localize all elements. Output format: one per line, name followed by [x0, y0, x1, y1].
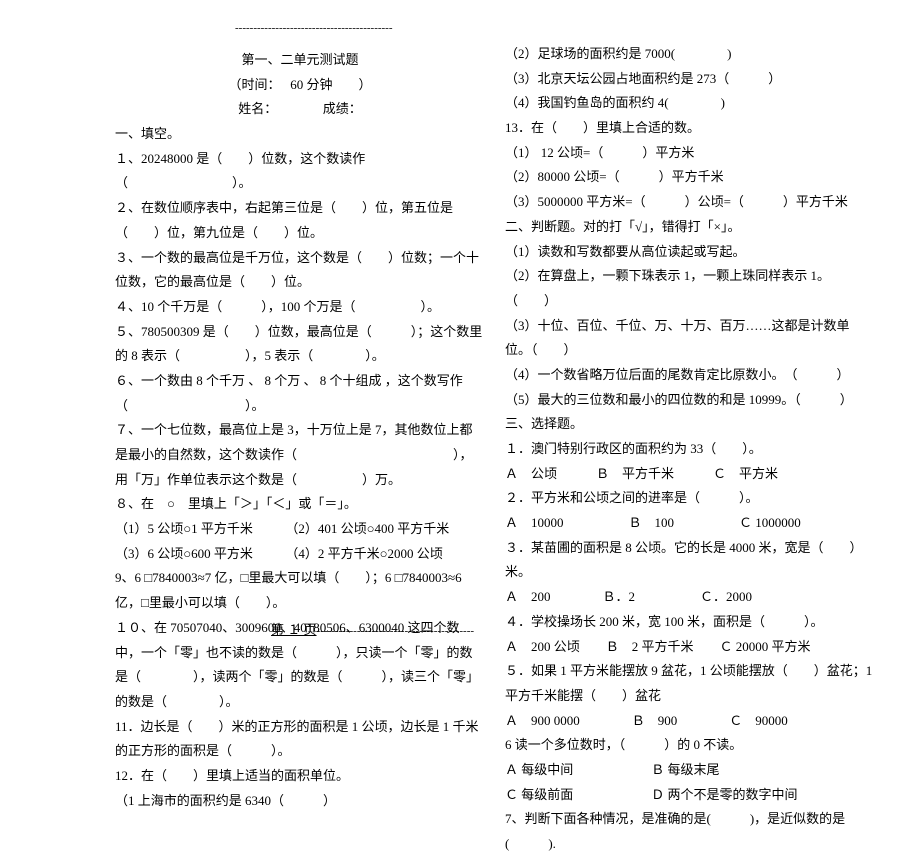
right-line: Ａ 每级中间 Ｂ 每级末尾	[505, 758, 875, 783]
left-line: （1）5 公顷○1 平方千米 （2）401 公顷○400 平方千米	[115, 517, 485, 542]
doc-title: 第一、二单元测试题	[115, 48, 485, 73]
top-dashline: ----------------------------------------…	[235, 18, 393, 39]
right-line: ３．某苗圃的面积是 8 公顷。它的长是 4000 米，宽是（ ）米。	[505, 536, 875, 585]
name-row: 姓名： 成绩：	[115, 97, 485, 122]
footer: 第 １ 页-----------------------------------…	[115, 618, 875, 643]
right-line: （1） 12 公顷=（ ）平方米	[505, 141, 875, 166]
left-line: ３、一个数的最高位是千万位，这个数是（ ）位数；一个十位数，它的最高位是（ ）位…	[115, 246, 485, 295]
right-line: （2）80000 公顷=（ ）平方千米	[505, 165, 875, 190]
right-line: （4）一个数省略万位后面的尾数肯定比原数小。 （ ）	[505, 363, 875, 388]
right-line: （1）读数和写数都要从高位读起或写起。	[505, 240, 875, 265]
left-line: ７、一个七位数，最高位上是 3，十万位上是 7，其他数位上都是最小的自然数，这个…	[115, 418, 485, 492]
right-line: Ａ 900 0000 Ｂ 900 Ｃ 90000	[505, 709, 875, 734]
columns: 第一、二单元测试题 （时间： 60 分钟 ） 姓名： 成绩： 一、填空。１、20…	[115, 42, 875, 857]
left-line: （1 上海市的面积约是 6340（ ）	[115, 789, 485, 814]
right-line: （2）足球场的面积约是 7000( )	[505, 42, 875, 67]
left-line: （3）6 公顷○600 平方米 （4）2 平方千米○2000 公顷	[115, 542, 485, 567]
right-column: （2）足球场的面积约是 7000( )（3）北京天坛公园占地面积约是 273（ …	[505, 42, 875, 857]
right-line: （2）在算盘上，一颗下珠表示 1，一颗上珠同样表示 1。 （ ）	[505, 264, 875, 313]
left-line: ８、在 ○ 里填上「＞」「＜」或「＝」。	[115, 492, 485, 517]
right-line: Ａ 公顷 Ｂ 平方千米 Ｃ 平方米	[505, 462, 875, 487]
footer-dashline: ----------------------------------------…	[317, 625, 475, 637]
right-line: 二、判断题。对的打「√」，错得打「×」。	[505, 215, 875, 240]
right-line: 三、选择题。	[505, 412, 875, 437]
time-row: （时间： 60 分钟 ）	[115, 73, 485, 98]
right-line: ２．平方米和公顷之间的进率是（ ）。	[505, 486, 875, 511]
left-line: ５、780500309 是（ ）位数，最高位是（ ）；这个数里的 8 表示（ ）…	[115, 320, 485, 369]
right-line: （5）最大的三位数和最小的四位数的和是 10999。（ ）	[505, 388, 875, 413]
right-line: （4）我国钓鱼岛的面积约 4( )	[505, 91, 875, 116]
left-line: 11．边长是（ ）米的正方形的面积是 1 公顷，边长是 1 千米的正方形的面积是…	[115, 715, 485, 764]
right-line: （3）北京天坛公园占地面积约是 273（ ）	[505, 67, 875, 92]
left-column: 第一、二单元测试题 （时间： 60 分钟 ） 姓名： 成绩： 一、填空。１、20…	[115, 42, 485, 857]
left-line: 9、6 □7840003≈7 亿，□里最大可以填（ ）；6 □7840003≈6…	[115, 566, 485, 615]
left-line: ４、10 个千万是（ ），100 个万是（ ）。	[115, 295, 485, 320]
right-line: 7、判断下面各种情况，是准确的是( )，是近似数的是( ).	[505, 807, 875, 856]
page-number: 第 １ 页	[271, 622, 317, 637]
right-line: １．澳门特别行政区的面积约为 33（ ）。	[505, 437, 875, 462]
left-line: ６、一个数由 8 个千万 、 8 个万 、 8 个十组成 ，这个数写作（ ）。	[115, 369, 485, 418]
right-line: Ａ 200 Ｂ．2 Ｃ．2000	[505, 585, 875, 610]
right-line: 6 读一个多位数时，（ ）的 0 不读。	[505, 733, 875, 758]
footer-pre	[115, 622, 271, 637]
left-line: ２、在数位顺序表中，右起第三位是（ ）位，第五位是（ ）位，第九位是（ ）位。	[115, 196, 485, 245]
left-line: １、20248000 是（ ）位数，这个数读作（ ）。	[115, 147, 485, 196]
right-line: ５．如果 1 平方米能摆放 9 盆花，1 公顷能摆放（ ）盆花；1 平方千米能摆…	[505, 659, 875, 708]
right-line: 13．在（ ）里填上合适的数。	[505, 116, 875, 141]
right-line: （3）十位、百位、千位、万、十万、百万……这都是计数单位。（ ）	[505, 314, 875, 363]
right-line: Ｃ 每级前面 Ｄ 两个不是零的数字中间	[505, 783, 875, 808]
right-line: Ａ 10000 Ｂ 100 Ｃ 1000000	[505, 511, 875, 536]
right-line: （3）5000000 平方米=（ ）公顷=（ ）平方千米	[505, 190, 875, 215]
left-line: 一、填空。	[115, 122, 485, 147]
left-line: 12．在（ ）里填上适当的面积单位。	[115, 764, 485, 789]
